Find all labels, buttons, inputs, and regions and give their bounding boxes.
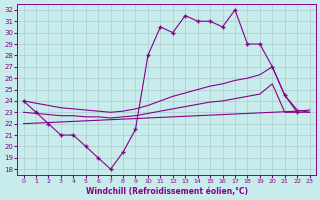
X-axis label: Windchill (Refroidissement éolien,°C): Windchill (Refroidissement éolien,°C) bbox=[85, 187, 248, 196]
